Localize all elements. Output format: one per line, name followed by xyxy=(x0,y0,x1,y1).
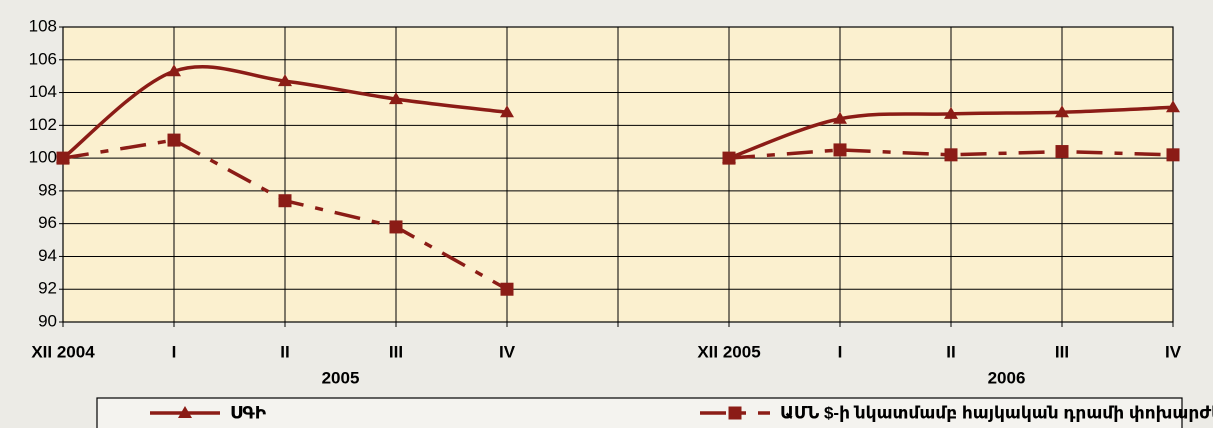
x-tick-label: II xyxy=(280,342,289,361)
marker xyxy=(833,111,847,124)
marker xyxy=(944,148,958,162)
x-tick-label: XII 2005 xyxy=(697,342,760,361)
y-tick-label: 100 xyxy=(29,148,57,167)
marker xyxy=(944,106,958,119)
x-tick-label: IV xyxy=(1165,342,1182,361)
marker xyxy=(1166,100,1180,113)
y-tick-label: 108 xyxy=(29,16,57,35)
marker xyxy=(1055,105,1069,118)
x-tick-label: III xyxy=(389,342,403,361)
marker xyxy=(1166,148,1180,162)
marker xyxy=(167,64,181,77)
marker xyxy=(833,143,847,157)
marker xyxy=(56,151,70,165)
marker xyxy=(278,194,292,208)
y-tick-label: 92 xyxy=(38,279,57,298)
series-line xyxy=(728,148,1174,160)
y-tick-label: 102 xyxy=(29,115,57,134)
marker xyxy=(1055,145,1069,159)
y-tick-label: 98 xyxy=(38,180,57,199)
y-tick-label: 106 xyxy=(29,49,57,68)
y-tick-label: 90 xyxy=(38,311,57,330)
y-tick-label: 94 xyxy=(38,246,57,265)
marker xyxy=(389,220,403,234)
marker xyxy=(278,74,292,87)
marker xyxy=(167,133,181,147)
marker xyxy=(500,105,514,118)
legend-marker xyxy=(728,406,742,420)
legend-label: ՍԳԻ xyxy=(230,403,267,422)
y-tick-label: 96 xyxy=(38,213,57,232)
legend-marker xyxy=(178,406,192,418)
y-tick-label: 104 xyxy=(29,82,57,101)
x-tick-label: I xyxy=(838,342,843,361)
group-label: 2006 xyxy=(988,368,1026,387)
marker xyxy=(722,151,736,165)
x-tick-label: I xyxy=(172,342,177,361)
legend-box xyxy=(96,397,1183,428)
marker xyxy=(389,92,403,105)
legend-label: ԱՄՆ $-ի նկատմամբ հայկական դրամի փոխարժեք… xyxy=(780,403,1213,422)
x-tick-label: XII 2004 xyxy=(31,342,95,361)
x-tick-label: II xyxy=(946,342,955,361)
x-tick-label: III xyxy=(1055,342,1069,361)
plot-border xyxy=(62,26,1174,323)
group-label: 2005 xyxy=(322,368,360,387)
marker xyxy=(500,282,514,296)
x-tick-label: IV xyxy=(499,342,516,361)
